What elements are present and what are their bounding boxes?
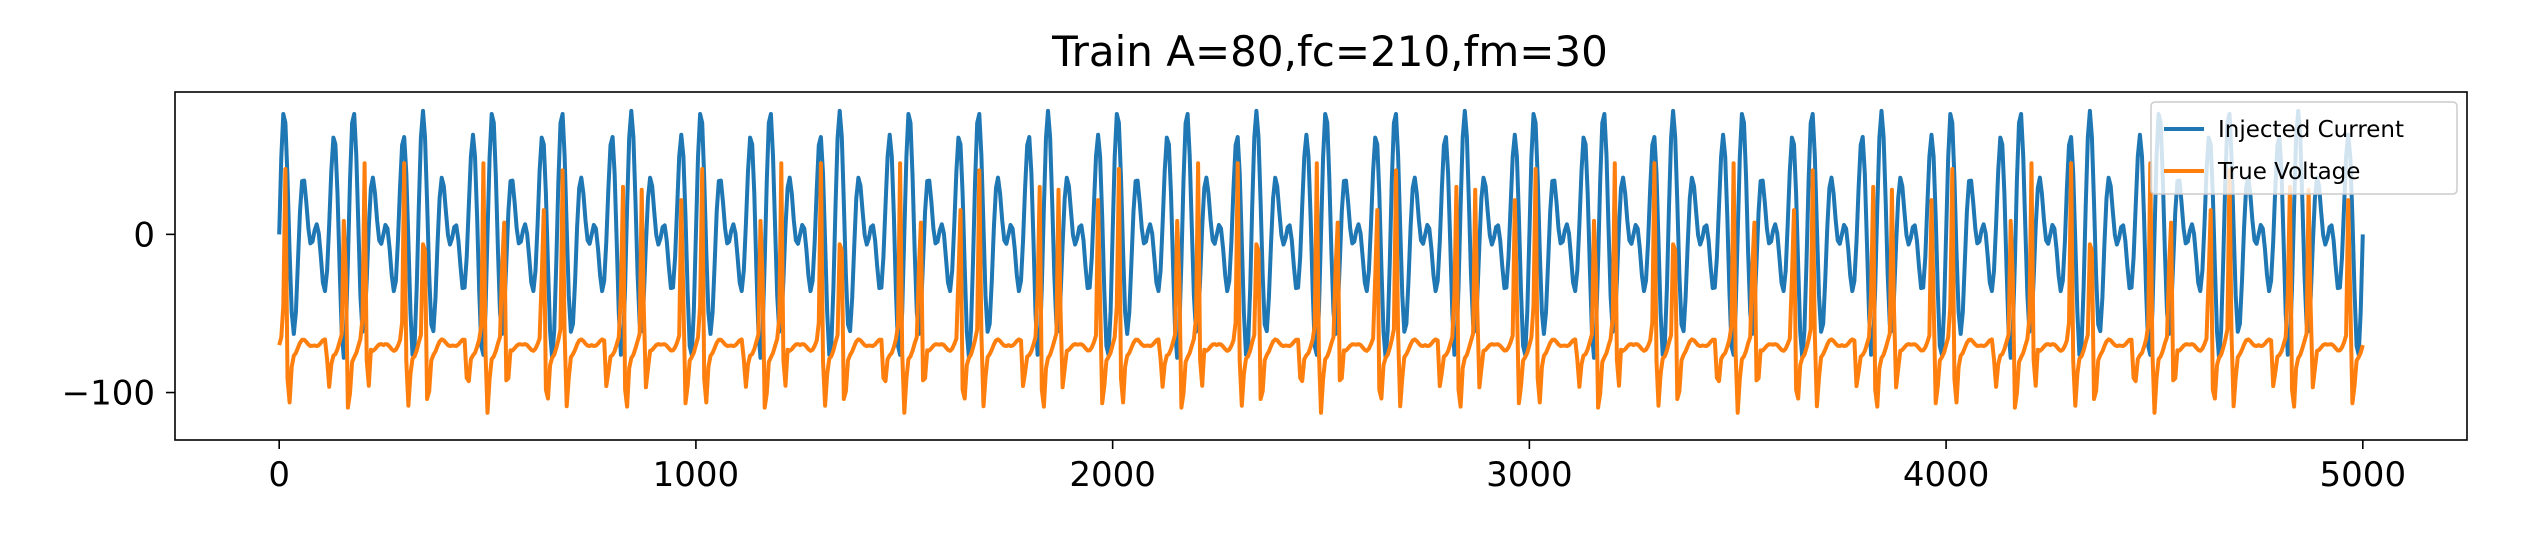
x-tick-label: 5000 [2320,455,2407,495]
series-line-true-voltage [277,161,2365,415]
legend-frame [2150,101,2458,195]
plot-area [174,91,2468,441]
y-axis: 0 −100 [62,215,175,414]
y-tick-label: −100 [62,374,155,414]
legend-label-true-voltage: True Voltage [2217,159,2360,185]
x-tick-label: 4000 [1903,455,1990,495]
x-tick-label: 1000 [653,455,740,495]
y-tick-label: 0 [133,215,155,255]
legend-label-injected-current: Injected Current [2218,117,2404,143]
x-axis: 0 1000 2000 3000 4000 5000 [268,440,2406,495]
plot-frame [174,91,2468,441]
x-tick-label: 0 [268,455,290,495]
x-tick-label: 2000 [1069,455,1156,495]
series-line-injected-current [277,108,2365,360]
series-layer [277,108,2365,415]
chart-title: Train A=80,fc=210,fm=30 [1051,27,1608,76]
legend: Injected Current True Voltage [2150,101,2458,195]
x-tick-label: 3000 [1486,455,1573,495]
